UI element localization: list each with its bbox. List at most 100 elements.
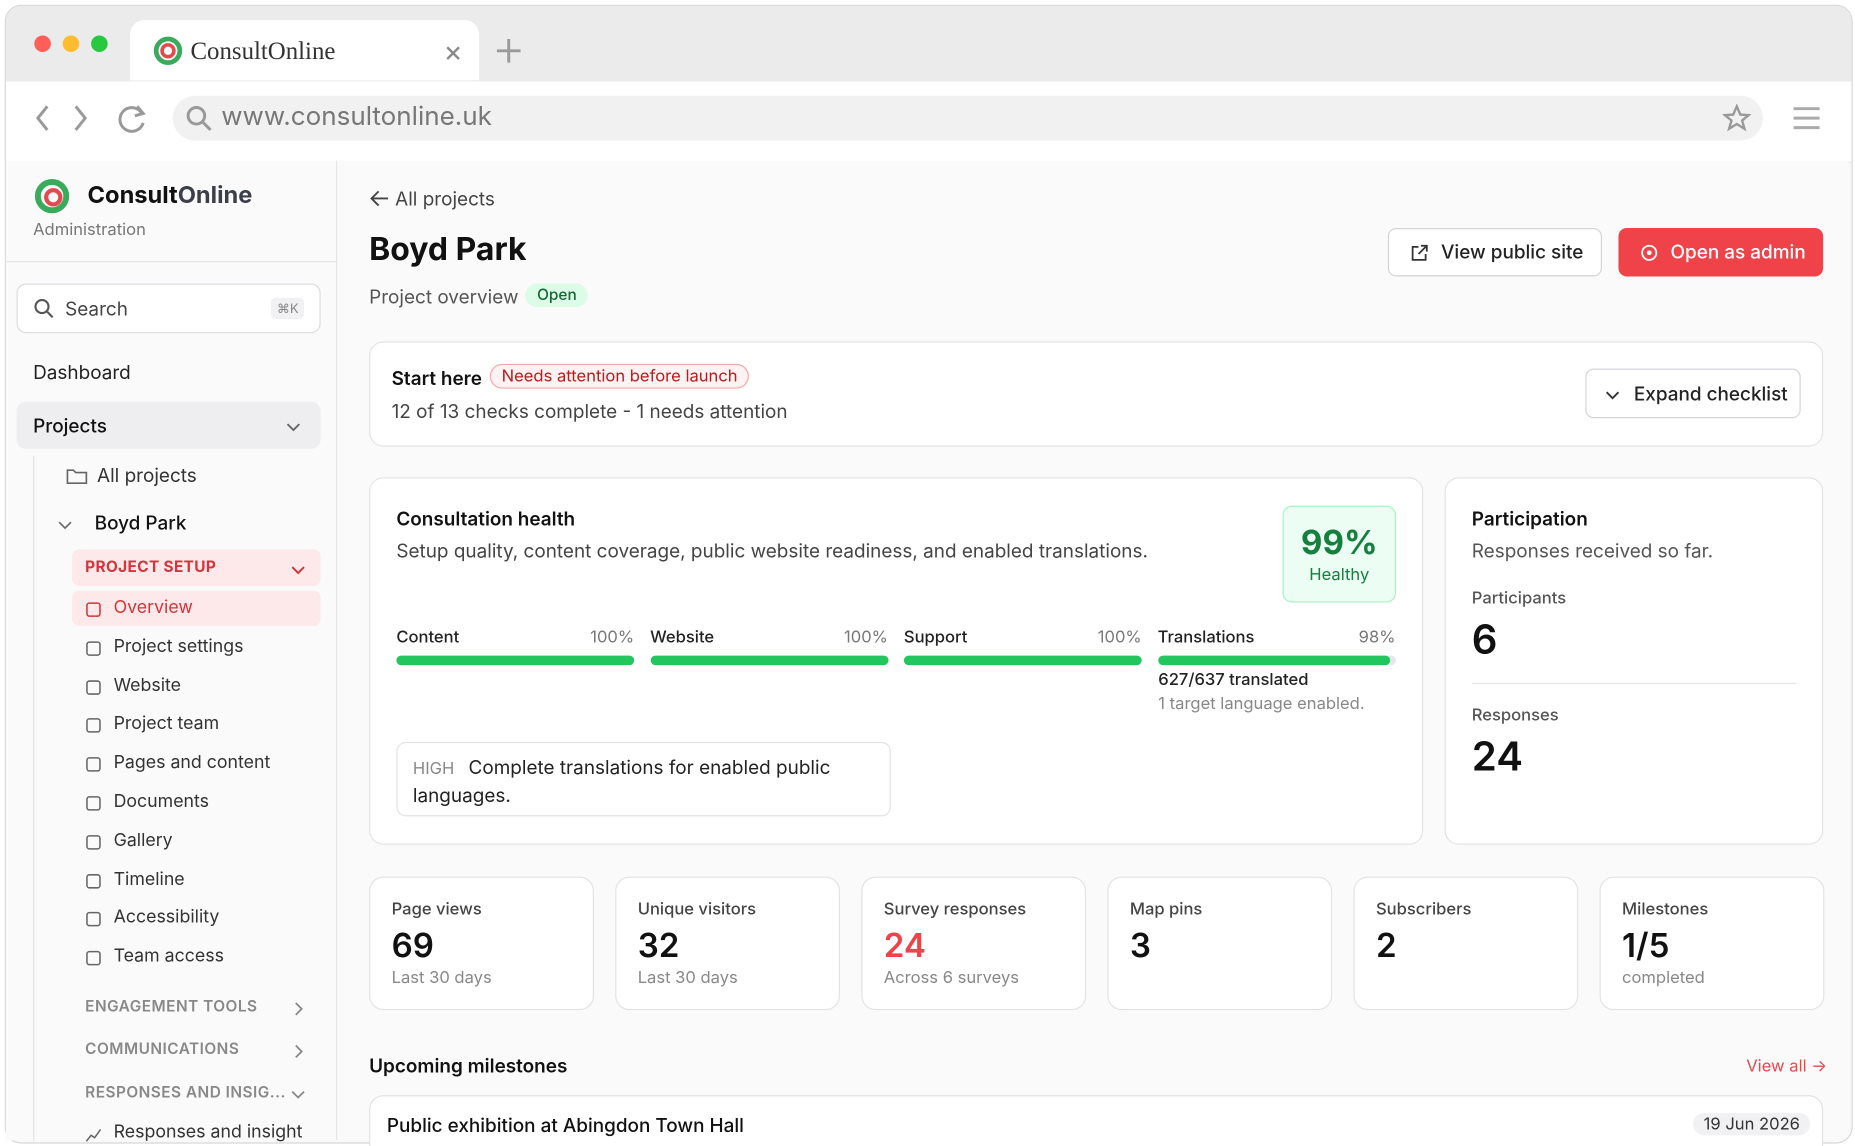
bar-value: 100%: [844, 627, 888, 648]
chevron-svg: [291, 1090, 305, 1099]
nav-item[interactable]: Overview: [113, 595, 193, 618]
issue-level: HIGH: [412, 758, 455, 779]
kpi-card: [861, 876, 1087, 1011]
score-box: [1282, 505, 1397, 603]
nav-icon-svg: [86, 796, 101, 811]
nav-icon: [85, 1124, 102, 1142]
menu-icon-svg: [1793, 107, 1820, 130]
nav-dashboard[interactable]: Dashboard: [33, 360, 131, 384]
page-subtitle: Project overview: [369, 284, 519, 309]
nav-item[interactable]: Project settings: [113, 634, 244, 657]
expand-button[interactable]: [1585, 368, 1801, 419]
bar-name: Content: [396, 627, 460, 648]
external-icon: [1410, 243, 1429, 262]
brand-b: Online: [177, 180, 253, 210]
milestone-name: Public exhibition at Abingdon Town Hall: [386, 1112, 744, 1137]
bar-name: Website: [650, 627, 715, 648]
tab-title: ConsultOnline: [190, 36, 336, 65]
kpi-card: [615, 876, 841, 1011]
admin-button-label[interactable]: Open as admin: [1670, 239, 1806, 264]
nav-item[interactable]: Responses and insight: [113, 1119, 303, 1143]
health-score: 99%: [1300, 522, 1378, 563]
overview-highlight: [72, 590, 321, 627]
chevron: [1604, 385, 1621, 402]
kpi-note: completed: [1622, 967, 1705, 988]
view-all-link[interactable]: View all →: [1746, 1056, 1828, 1077]
search-box[interactable]: [16, 283, 321, 334]
stat-label: Responses: [1471, 705, 1559, 726]
nav-icon-svg: [86, 602, 101, 617]
issue-text: Complete translations for enabled public…: [412, 754, 831, 807]
bar-value: 100%: [1097, 627, 1142, 648]
admin-button[interactable]: [1618, 228, 1824, 277]
nav-icon: [85, 676, 102, 695]
nav-item[interactable]: Timeline: [113, 866, 185, 890]
folder-icon-svg: [66, 469, 88, 485]
stat-value: 24: [1471, 732, 1524, 781]
expand-button-label[interactable]: Expand checklist: [1633, 381, 1788, 406]
brand-logo: [33, 177, 71, 215]
status-badge: Open: [525, 283, 589, 308]
active-tab: [130, 20, 480, 81]
chevron-svg: [295, 1002, 303, 1016]
nav-project[interactable]: Boyd Park: [94, 510, 187, 534]
view-button-label[interactable]: View public site: [1441, 239, 1584, 264]
kpi-card: [1353, 876, 1579, 1011]
nav-icon-svg: [86, 757, 101, 772]
kpi-value: 24: [883, 925, 926, 966]
nav-item[interactable]: Gallery: [113, 827, 173, 851]
nav-item[interactable]: Team access: [113, 944, 224, 967]
folder-icon: [66, 467, 88, 486]
checklist-badge: Needs attention before launch: [489, 363, 750, 389]
nav-section[interactable]: ENGAGEMENT TOOLS: [85, 997, 258, 1017]
nav-setup[interactable]: PROJECT SETUP: [85, 557, 217, 577]
nav-icon-svg: [86, 834, 101, 850]
nav-icon: [85, 715, 102, 734]
back-link[interactable]: All projects: [395, 186, 495, 211]
milestone-date: 19 Jun 2026: [1693, 1112, 1811, 1136]
nav-buttons: [31, 102, 149, 135]
url-text: www.consultonline.uk: [221, 101, 492, 133]
external-icon-svg: [1411, 244, 1428, 261]
nav-item[interactable]: Website: [113, 672, 182, 696]
nav-all-projects[interactable]: All projects: [97, 463, 197, 487]
checklist-title: Start here: [391, 366, 482, 390]
health-score-label: Healthy: [1309, 564, 1370, 585]
divider: [5, 261, 338, 263]
kpi-value: 69: [391, 925, 434, 966]
traffic-light: [91, 35, 108, 52]
chevron-svg: [291, 566, 305, 575]
nav-item[interactable]: Documents: [113, 789, 210, 812]
kpi-note: Across 6 surveys: [883, 967, 1020, 988]
nav-section[interactable]: RESPONSES AND INSIG...: [85, 1083, 286, 1103]
nav-icon: [85, 754, 102, 772]
nav-projects[interactable]: Projects: [33, 413, 107, 438]
bar-value: 98%: [1358, 627, 1396, 648]
nav-buttons-svg: [35, 105, 146, 133]
search-glyph: [33, 298, 54, 319]
chevron: [57, 515, 74, 532]
bar-value: 100%: [590, 627, 635, 648]
chevron-svg: [286, 423, 300, 432]
nav-section[interactable]: COMMUNICATIONS: [85, 1039, 240, 1059]
bar-name: Support: [903, 627, 968, 648]
milestone-card: [369, 1095, 1824, 1146]
chevron: [290, 560, 307, 577]
nav-item[interactable]: Project team: [113, 711, 220, 735]
nav-icon: [85, 870, 102, 889]
kpi-note: Last 30 days: [637, 967, 738, 988]
admin-icon: [1640, 243, 1659, 262]
tab-logo-svg: [153, 36, 183, 65]
kpi-card: [369, 876, 594, 1011]
new-tab-svg: [496, 38, 521, 63]
kpi-label: Unique visitors: [637, 899, 757, 920]
nav-icon: [85, 793, 102, 811]
nav-item[interactable]: Accessibility: [113, 905, 220, 928]
health-description: Setup quality, content coverage, public …: [396, 538, 1148, 563]
search-icon: [185, 104, 213, 132]
view-button[interactable]: [1387, 228, 1602, 277]
admin-icon-svg: [1641, 244, 1658, 261]
issue-box: [396, 741, 891, 817]
kpi-label: Survey responses: [883, 899, 1027, 920]
nav-item[interactable]: Pages and content: [113, 750, 271, 773]
